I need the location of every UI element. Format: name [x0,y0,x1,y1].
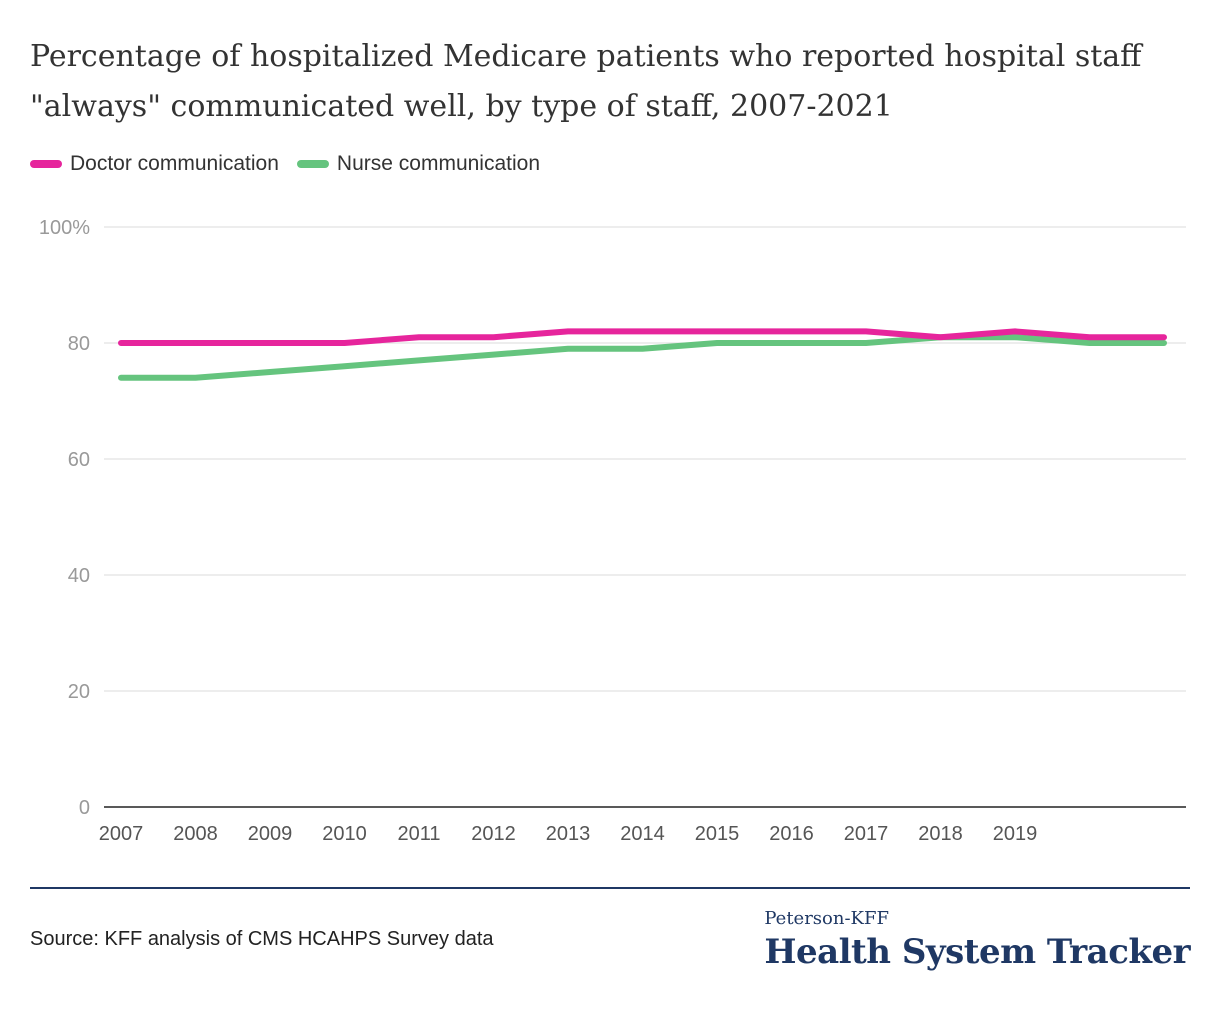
data-point-nurse-2019 [1012,334,1018,340]
data-point-doctor-2012 [491,334,496,340]
x-tick-label-2016: 2016 [769,823,814,845]
data-point-nurse-2012 [491,352,496,358]
x-tick-label-2010: 2010 [322,823,367,845]
data-point-doctor-2013 [565,328,571,334]
source-note: Source: KFF analysis of CMS HCAHPS Surve… [30,928,494,950]
brand-big-text: Health System Tracker [764,932,1190,972]
data-point-doctor-2011 [416,334,422,340]
x-tick-label-2011: 2011 [397,823,440,845]
data-point-doctor-2017 [863,328,869,334]
data-point-nurse-2014 [640,346,645,352]
data-point-nurse-2007 [118,375,124,381]
data-point-doctor-2021 [1161,334,1167,340]
x-tick-label-2015: 2015 [695,823,740,845]
data-point-nurse-2010 [342,363,347,369]
data-point-nurse-2020 [1087,340,1092,346]
brand-small-text: Peterson-KFF [764,908,889,929]
data-point-nurse-2017 [863,340,869,346]
x-tick-label-2008: 2008 [173,823,218,845]
legend-item-nurse: Nurse communication [296,152,541,176]
x-tick-label-2017: 2017 [844,823,889,845]
brand-logo: Peterson-KFF Health System Tracker [764,908,1190,974]
data-point-doctor-2018 [938,334,943,340]
data-point-nurse-2016 [789,340,794,346]
y-tick-label-100: 100% [39,217,90,239]
x-tick-label-2013: 2013 [546,823,591,845]
legend-label-doctor: Doctor communication [70,152,279,175]
data-point-nurse-2008 [193,375,198,381]
data-point-doctor-2020 [1087,334,1092,340]
data-point-doctor-2019 [1012,328,1018,334]
legend: Doctor communication Nurse communication [30,152,540,176]
data-point-doctor-2009 [267,340,273,346]
legend-swatch-nurse [296,160,329,168]
line-chart: 0 20 40 60 80 100% 2007 2008 2009 2010 2011 2012 201… [39,217,1186,845]
data-point-doctor-2008 [193,340,198,346]
data-point-nurse-2009 [267,369,273,375]
x-tick-label-2012: 2012 [471,823,516,845]
data-point-nurse-2013 [565,346,571,352]
x-tick-label-2007: 2007 [99,823,144,845]
footer-divider [30,887,1190,889]
legend-label-nurse: Nurse communication [336,152,541,175]
legend-item-doctor: Doctor communication [30,152,279,176]
y-tick-label-60: 60 [68,449,90,471]
data-point-doctor-2015 [714,328,720,334]
data-point-doctor-2014 [640,328,645,334]
x-tick-label-2014: 2014 [620,823,665,845]
y-tick-label-0: 0 [79,797,90,819]
data-point-nurse-2011 [416,357,422,363]
y-tick-label-80: 80 [68,333,90,355]
x-tick-label-2018: 2018 [918,823,963,845]
chart-title: Percentage of hospitalized Medicare pati… [30,39,1142,124]
data-point-nurse-2021 [1161,340,1167,346]
data-point-doctor-2016 [789,328,794,334]
y-tick-label-20: 20 [68,681,90,703]
x-tick-label-2019: 2019 [993,823,1038,845]
x-tick-label-2009: 2009 [248,823,293,845]
data-point-doctor-2007 [118,340,124,346]
y-tick-label-40: 40 [68,565,90,587]
legend-swatch-doctor [30,160,62,168]
data-point-nurse-2015 [714,340,720,346]
data-point-doctor-2010 [342,340,347,346]
